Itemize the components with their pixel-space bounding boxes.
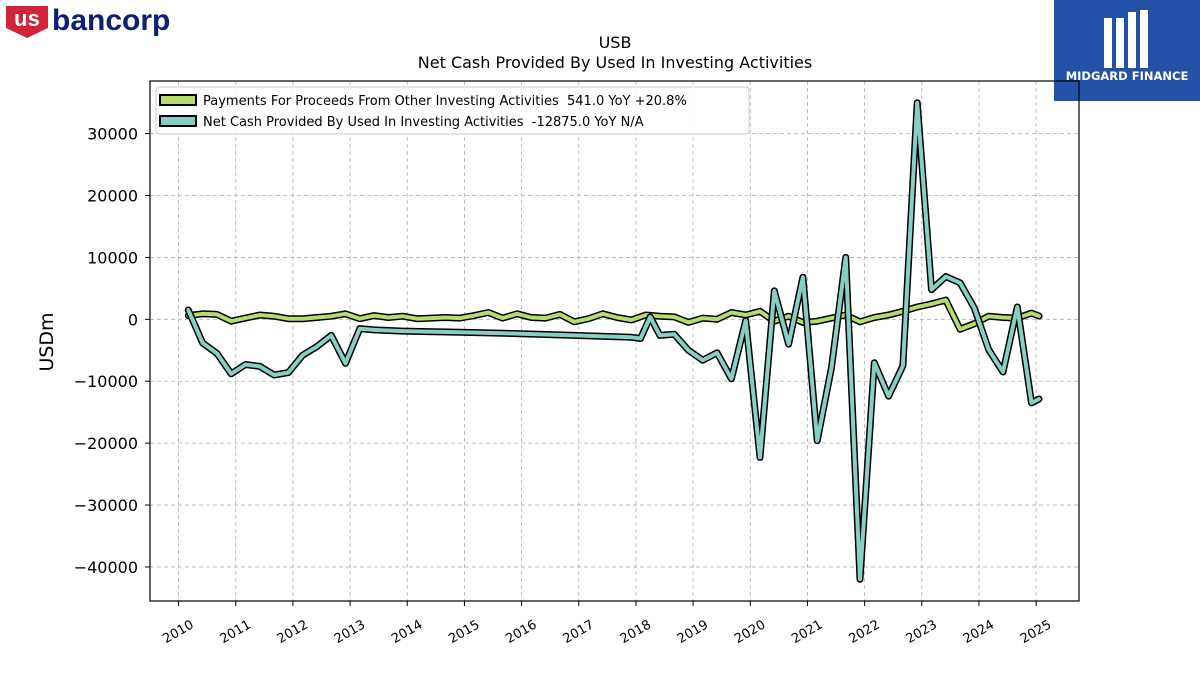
legend-swatch-other-investing [159,94,197,106]
y-tick-label: −30000 [74,496,138,515]
x-tick-label: 2013 [332,617,368,647]
legend-label-other-investing: Payments For Proceeds From Other Investi… [203,94,687,109]
chart-legend: Payments For Proceeds From Other Investi… [155,86,750,135]
logo-us-text: us [14,6,40,31]
x-tick-label: 2014 [389,617,425,647]
y-axis-label: USDm [36,312,58,371]
x-tick-label: 2023 [904,617,940,647]
company-logo-graphic: us bancorp [6,4,170,38]
chart-title: USB [599,33,632,52]
x-tick-label: 2020 [732,617,768,647]
y-axis-ticks: 30000 20000 10000 0 −10000 −20000 −30000 −40000 [74,125,150,577]
legend-swatch-net-investing [159,115,197,127]
y-tick-label: −40000 [74,558,138,577]
y-tick-label: 10000 [87,248,138,267]
x-tick-label: 2010 [160,617,196,647]
x-tick-label: 2011 [218,617,254,647]
legend-box [155,86,750,135]
series-lines [184,99,1043,583]
x-axis-ticks: 2010 2011 2012 2013 2014 2015 2016 2017 2018 2019… [160,601,1054,647]
x-tick-label: 2017 [561,617,597,647]
x-tick-label: 2019 [675,617,711,647]
x-tick-label: 2012 [275,617,311,647]
x-tick-label: 2021 [789,617,825,647]
chart-subtitle: Net Cash Provided By Used In Investing A… [418,53,812,72]
y-tick-label: 30000 [87,125,138,144]
y-tick-label: −20000 [74,434,138,453]
legend-label-net-investing: Net Cash Provided By Used In Investing A… [203,115,644,130]
x-tick-label: 2024 [961,617,997,647]
y-tick-label: 20000 [87,187,138,206]
brand-logo-text: MIDGARD FINANCE [1066,69,1189,83]
series-line-1 [186,100,1041,582]
brand-logo-graphic: MIDGARD FINANCE [1066,10,1189,83]
shield-icon [6,6,48,38]
brand-logo: MIDGARD FINANCE [1054,0,1200,101]
y-tick-label: 0 [128,310,138,329]
company-logo: us bancorp [4,2,199,40]
logo-bancorp-text: bancorp [52,4,170,37]
plot-area-frame [149,80,1080,602]
x-tick-label: 2016 [503,617,539,647]
x-tick-label: 2015 [446,617,482,647]
x-tick-label: 2018 [618,617,654,647]
x-tick-label: 2025 [1018,617,1054,647]
y-tick-label: −10000 [74,372,138,391]
grid-lines [150,81,1079,601]
x-tick-label: 2022 [846,617,882,647]
